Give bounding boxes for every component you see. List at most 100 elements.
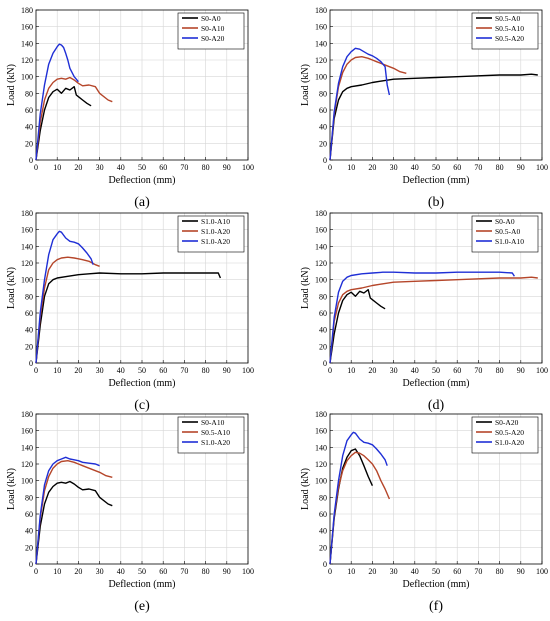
x-tick-label: 40	[117, 366, 125, 375]
panel-caption: (d)	[428, 398, 445, 413]
y-tick-label: 180	[21, 410, 33, 419]
y-tick-label: 100	[315, 477, 327, 486]
y-tick-label: 80	[319, 89, 327, 98]
y-tick-label: 40	[319, 527, 327, 536]
y-tick-label: 100	[21, 477, 33, 486]
y-axis-label: Load (kN)	[6, 468, 17, 510]
y-tick-label: 80	[319, 493, 327, 502]
y-tick-label: 40	[319, 326, 327, 335]
x-tick-label: 100	[242, 366, 254, 375]
x-tick-label: 0	[34, 567, 38, 576]
x-tick-label: 80	[202, 163, 210, 172]
y-tick-label: 120	[315, 460, 327, 469]
legend-entry: S0.5-A20	[495, 428, 524, 437]
x-tick-label: 80	[202, 366, 210, 375]
x-tick-label: 60	[159, 366, 167, 375]
y-tick-label: 180	[315, 410, 327, 419]
y-tick-label: 20	[319, 342, 327, 351]
x-tick-label: 90	[223, 163, 231, 172]
x-tick-label: 80	[496, 163, 504, 172]
y-tick-label: 0	[29, 560, 33, 569]
x-tick-label: 40	[411, 163, 419, 172]
x-tick-label: 50	[138, 567, 146, 576]
y-tick-label: 20	[25, 342, 33, 351]
y-tick-label: 160	[21, 226, 33, 235]
y-tick-label: 60	[319, 106, 327, 115]
y-tick-label: 180	[21, 6, 33, 15]
x-tick-label: 20	[368, 567, 376, 576]
x-axis-label: Deflection (mm)	[403, 175, 470, 186]
y-tick-label: 160	[21, 427, 33, 436]
x-tick-label: 70	[474, 567, 482, 576]
x-tick-label: 40	[117, 163, 125, 172]
y-tick-label: 60	[25, 106, 33, 115]
y-tick-label: 180	[315, 209, 327, 218]
x-tick-label: 10	[53, 567, 61, 576]
legend-entry: S0-A20	[201, 34, 225, 43]
x-tick-label: 20	[74, 567, 82, 576]
y-tick-label: 160	[315, 427, 327, 436]
y-tick-label: 140	[21, 242, 33, 251]
y-tick-label: 0	[323, 560, 327, 569]
series-line-2	[35, 460, 113, 565]
series-line-2	[329, 276, 538, 364]
y-tick-label: 160	[21, 23, 33, 32]
x-tick-label: 60	[453, 567, 461, 576]
x-tick-label: 20	[74, 163, 82, 172]
x-tick-label: 40	[117, 567, 125, 576]
y-tick-label: 80	[319, 292, 327, 301]
y-tick-label: 100	[315, 73, 327, 82]
x-tick-label: 10	[347, 366, 355, 375]
y-tick-label: 100	[21, 73, 33, 82]
y-tick-label: 20	[319, 139, 327, 148]
x-tick-label: 90	[223, 567, 231, 576]
x-tick-label: 30	[96, 366, 104, 375]
panel-caption: (f)	[429, 599, 443, 614]
series-line-2	[35, 76, 113, 161]
x-tick-label: 50	[432, 163, 440, 172]
y-tick-label: 0	[323, 359, 327, 368]
x-tick-label: 100	[536, 163, 548, 172]
legend-entry: S1.0-A20	[201, 227, 230, 236]
x-tick-label: 70	[474, 163, 482, 172]
legend-entry: S1.0-A10	[495, 237, 524, 246]
chart-panel-a: 0 10 20 30 40 50 60 70 80 90 100 0 20 40 60 80 100 120 140…	[6, 6, 254, 210]
y-tick-label: 120	[21, 460, 33, 469]
y-tick-label: 20	[25, 543, 33, 552]
panel-caption: (e)	[134, 599, 150, 614]
legend-entry: S1.0-A20	[201, 438, 230, 447]
series-line-2	[329, 56, 407, 161]
panel-caption: (b)	[428, 195, 445, 210]
series-line-1	[329, 73, 538, 161]
y-tick-label: 120	[21, 259, 33, 268]
x-tick-label: 10	[347, 163, 355, 172]
x-tick-label: 60	[159, 567, 167, 576]
x-tick-label: 40	[411, 366, 419, 375]
legend-box	[177, 215, 245, 253]
chart-panel-b: 0 10 20 30 40 50 60 70 80 90 100 0 20 40 60 80 100 120 140…	[300, 6, 548, 210]
y-tick-label: 140	[315, 242, 327, 251]
x-axis-label: Deflection (mm)	[109, 378, 176, 389]
x-tick-label: 10	[53, 163, 61, 172]
y-tick-label: 40	[25, 123, 33, 132]
series-line-1	[329, 289, 386, 364]
legend-entry: S0.5-A10	[201, 428, 230, 437]
series-line-3	[35, 43, 79, 161]
series-line-1	[35, 272, 222, 364]
legend-entry: S0.5-A0	[495, 14, 520, 23]
x-tick-label: 80	[496, 366, 504, 375]
legend-box	[177, 416, 245, 454]
x-tick-label: 0	[328, 163, 332, 172]
x-tick-label: 90	[517, 567, 525, 576]
y-tick-label: 120	[315, 259, 327, 268]
x-axis-label: Deflection (mm)	[109, 175, 176, 186]
chart-panel-e: 0 10 20 30 40 50 60 70 80 90 100 0 20 40 60 80 100 120 140…	[6, 410, 254, 614]
y-tick-label: 60	[25, 309, 33, 318]
legend-entry: S1.0-A20	[495, 438, 524, 447]
legend-entry: S0.5-A20	[495, 34, 524, 43]
x-tick-label: 50	[432, 366, 440, 375]
x-tick-label: 100	[536, 366, 548, 375]
series-line-1	[35, 480, 113, 565]
x-tick-label: 90	[517, 163, 525, 172]
y-tick-label: 140	[315, 443, 327, 452]
